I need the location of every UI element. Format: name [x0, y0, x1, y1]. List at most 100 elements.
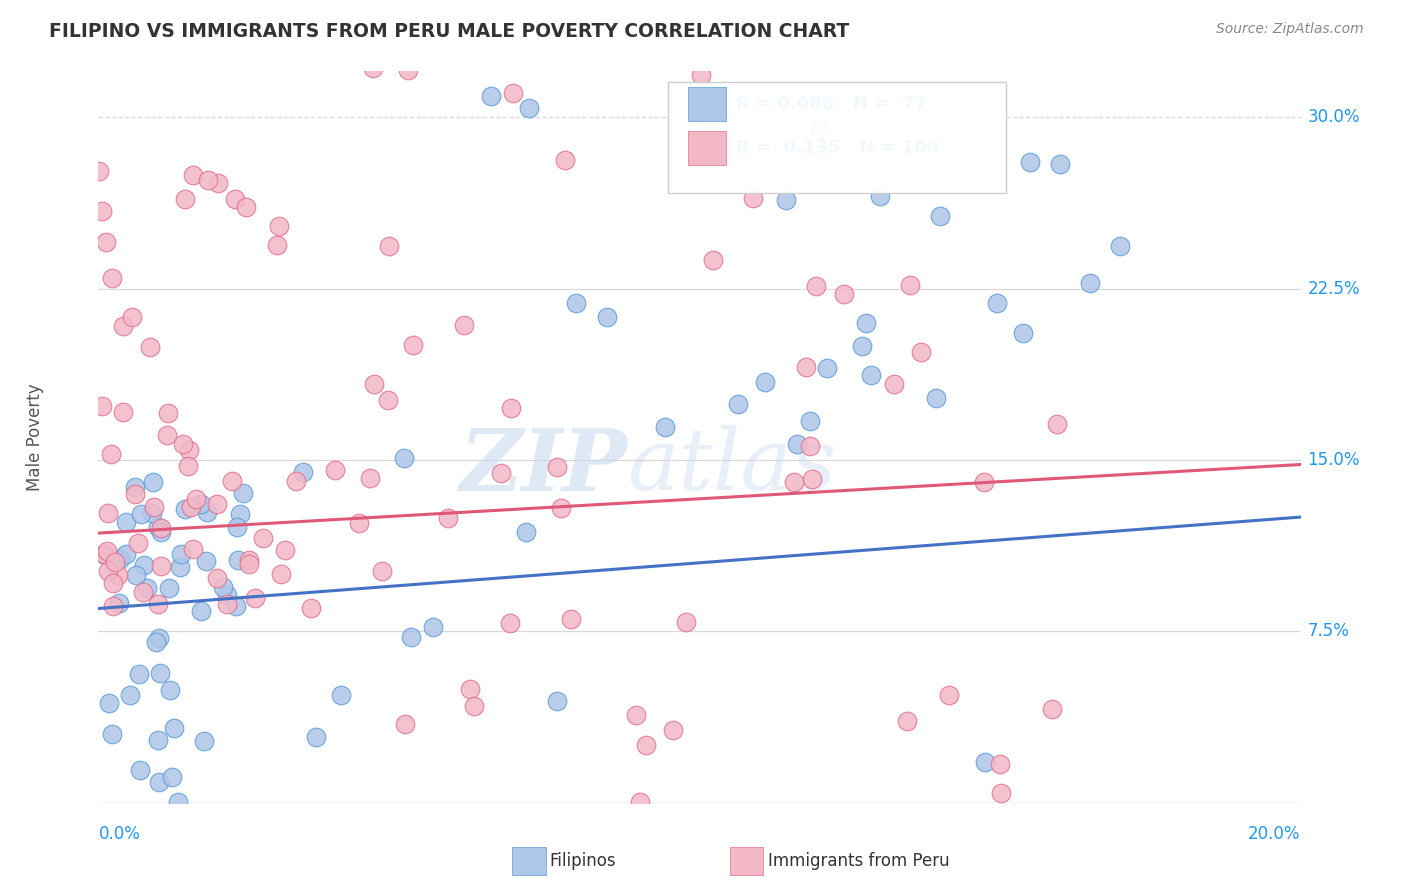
- Point: [97, 564, 120, 578]
- Point: [112, 318, 135, 333]
- Point: [634, 738, 657, 752]
- Point: [377, 393, 399, 408]
- Point: [422, 620, 444, 634]
- Point: [702, 252, 724, 267]
- Text: Male Poverty: Male Poverty: [27, 384, 44, 491]
- Point: [243, 591, 266, 605]
- Point: [347, 516, 370, 530]
- Text: Immigrants from Peru: Immigrants from Peru: [768, 852, 949, 870]
- Point: [832, 287, 855, 301]
- Point: [136, 581, 159, 595]
- Point: [150, 558, 173, 573]
- Point: [110, 552, 132, 566]
- Point: [515, 525, 537, 540]
- Point: [896, 714, 918, 729]
- Point: [1012, 326, 1035, 340]
- Point: [359, 471, 381, 485]
- Point: [323, 463, 346, 477]
- Point: [101, 599, 124, 613]
- Point: [378, 238, 401, 252]
- Text: 15.0%: 15.0%: [1308, 451, 1360, 469]
- Point: [274, 543, 297, 558]
- Point: [479, 89, 502, 103]
- Point: [145, 634, 167, 648]
- Point: [808, 123, 831, 137]
- Text: 30.0%: 30.0%: [1308, 108, 1360, 126]
- Point: [205, 497, 228, 511]
- Point: [799, 439, 821, 453]
- Point: [225, 599, 247, 614]
- Point: [195, 505, 218, 519]
- Point: [207, 176, 229, 190]
- Point: [226, 520, 249, 534]
- Point: [181, 541, 204, 556]
- Point: [205, 571, 228, 585]
- Point: [108, 595, 131, 609]
- Point: [146, 597, 169, 611]
- Point: [800, 471, 823, 485]
- Point: [517, 101, 540, 115]
- Point: [292, 465, 315, 479]
- Point: [90, 399, 112, 413]
- Point: [129, 507, 152, 521]
- Point: [1078, 276, 1101, 290]
- Point: [1109, 238, 1132, 252]
- Point: [224, 192, 246, 206]
- Point: [125, 568, 148, 582]
- Point: [499, 401, 522, 415]
- Point: [238, 553, 260, 567]
- Point: [169, 559, 191, 574]
- Point: [869, 189, 891, 203]
- Point: [794, 360, 817, 375]
- Point: [1040, 702, 1063, 716]
- Point: [96, 543, 118, 558]
- Point: [252, 531, 274, 545]
- Point: [226, 552, 249, 566]
- Text: Filipinos: Filipinos: [550, 852, 616, 870]
- Point: [148, 632, 170, 646]
- Point: [232, 486, 254, 500]
- Point: [855, 316, 877, 330]
- Point: [394, 716, 416, 731]
- Point: [212, 580, 235, 594]
- Point: [1019, 155, 1042, 169]
- Point: [851, 339, 873, 353]
- Point: [392, 450, 415, 465]
- Point: [799, 414, 821, 428]
- Point: [107, 568, 129, 582]
- Point: [139, 340, 162, 354]
- Point: [111, 405, 134, 419]
- Point: [741, 191, 763, 205]
- Point: [546, 460, 568, 475]
- Point: [190, 604, 212, 618]
- Point: [860, 368, 883, 382]
- Point: [157, 581, 180, 595]
- Point: [238, 557, 260, 571]
- Point: [115, 516, 138, 530]
- Point: [177, 442, 200, 457]
- Point: [266, 238, 288, 252]
- Point: [97, 696, 120, 710]
- Point: [270, 567, 292, 582]
- Text: ZIP: ZIP: [460, 425, 627, 508]
- Point: [595, 310, 617, 324]
- Text: 22.5%: 22.5%: [1308, 279, 1360, 298]
- Point: [101, 271, 124, 285]
- Point: [100, 447, 122, 461]
- Point: [675, 615, 697, 629]
- Point: [990, 786, 1012, 800]
- Point: [197, 173, 219, 187]
- Point: [172, 437, 194, 451]
- Point: [121, 310, 143, 324]
- Point: [148, 733, 170, 747]
- Point: [103, 575, 125, 590]
- Point: [184, 492, 207, 507]
- Text: 0.0%: 0.0%: [98, 825, 141, 843]
- Text: R =  0.135   N = 100: R = 0.135 N = 100: [735, 139, 939, 157]
- Point: [217, 598, 239, 612]
- Point: [124, 480, 146, 494]
- Point: [149, 521, 172, 535]
- Point: [654, 420, 676, 434]
- Point: [132, 558, 155, 572]
- Point: [305, 730, 328, 744]
